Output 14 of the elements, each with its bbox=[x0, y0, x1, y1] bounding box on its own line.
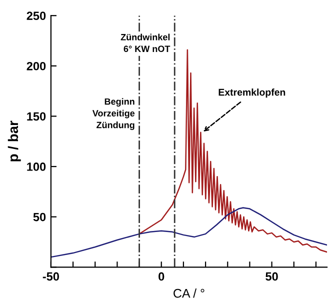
annotation: Beginn Vorzeitige Zündung bbox=[92, 98, 135, 130]
y-tick-label: 200 bbox=[26, 62, 46, 70]
line-series bbox=[50, 207, 328, 258]
x-tick-label: 0 bbox=[158, 272, 164, 281]
y-tick-label: 50 bbox=[33, 212, 46, 222]
y-tick-label: 250 bbox=[26, 12, 46, 20]
y-axis-title: p / bar bbox=[8, 120, 21, 162]
annotation: Zündwinkel 6° KW nOT bbox=[120, 34, 170, 52]
x-tick-label: 50 bbox=[266, 272, 278, 281]
x-tick-label: -50 bbox=[42, 272, 59, 281]
y-tick-label: 150 bbox=[27, 112, 46, 121]
annotation: Extremklopfen bbox=[218, 88, 286, 98]
y-tick-label: 100 bbox=[27, 162, 46, 171]
x-axis-title: CA / ° bbox=[174, 288, 204, 298]
